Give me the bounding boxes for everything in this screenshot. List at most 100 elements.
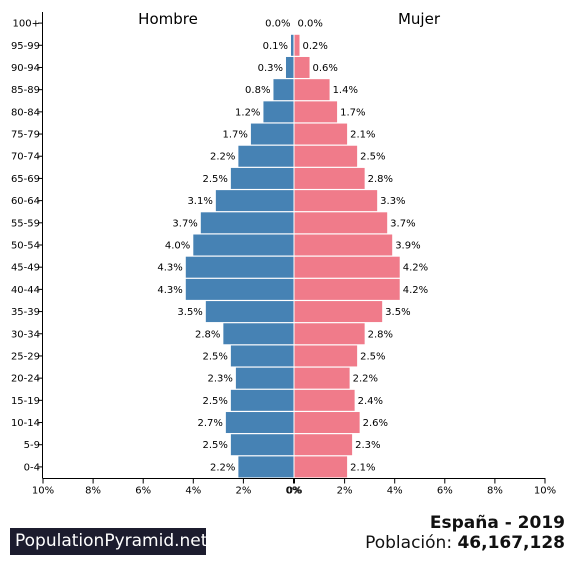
male-bar <box>230 434 294 456</box>
age-label: 75-79 <box>11 130 40 141</box>
female-bar <box>294 212 388 234</box>
male-value-label: 4.3% <box>157 285 182 296</box>
male-bar <box>285 56 294 78</box>
female-value-label: 2.5% <box>360 351 385 362</box>
female-value-label: 2.1% <box>350 462 375 473</box>
female-bar <box>294 56 310 78</box>
male-bar <box>238 145 294 167</box>
male-value-label: 2.5% <box>202 440 227 451</box>
male-value-label: 3.5% <box>177 307 202 318</box>
age-label: 25-29 <box>11 351 40 362</box>
male-value-label: 3.1% <box>187 196 212 207</box>
x-tick-label-right: 0% <box>287 486 303 497</box>
male-value-label: 4.0% <box>165 241 190 252</box>
female-value-label: 2.2% <box>353 374 378 385</box>
male-bar <box>230 389 294 411</box>
male-value-label: 1.2% <box>235 107 260 118</box>
age-label: 85-89 <box>11 85 40 96</box>
female-bar <box>294 367 350 389</box>
x-tick-label-right: 2% <box>337 486 353 497</box>
female-value-label: 2.8% <box>368 174 393 185</box>
male-value-label: 0.0% <box>265 19 290 30</box>
age-label: 20-24 <box>11 374 40 385</box>
age-label: 60-64 <box>11 196 40 207</box>
male-value-label: 2.5% <box>202 174 227 185</box>
female-value-label: 0.6% <box>313 63 338 74</box>
x-tick-label-right: 8% <box>487 486 503 497</box>
chart-title: España - 2019 <box>429 513 565 533</box>
female-bar <box>294 389 355 411</box>
female-value-label: 2.5% <box>360 152 385 163</box>
male-value-label: 2.3% <box>207 374 232 385</box>
male-bar <box>230 167 294 189</box>
x-tick-label-left: 0% <box>286 486 302 497</box>
age-label: 100+ <box>13 19 40 30</box>
female-bar <box>294 412 360 434</box>
x-tick-label-left: 10% <box>32 486 54 497</box>
female-value-label: 4.2% <box>403 285 428 296</box>
female-value-label: 3.5% <box>385 307 410 318</box>
female-bar <box>294 234 393 256</box>
age-label: 45-49 <box>11 263 40 274</box>
x-tick-label-left: 8% <box>85 486 101 497</box>
male-value-label: 4.3% <box>157 263 182 274</box>
female-value-label: 3.9% <box>395 241 420 252</box>
male-bar <box>205 301 294 323</box>
male-bar <box>200 212 294 234</box>
male-value-label: 0.8% <box>245 85 270 96</box>
age-label: 65-69 <box>11 174 40 185</box>
female-value-label: 2.8% <box>368 329 393 340</box>
age-label: 30-34 <box>11 329 40 340</box>
x-tick-label-left: 2% <box>235 486 251 497</box>
age-label: 35-39 <box>11 307 40 318</box>
female-value-label: 3.3% <box>380 196 405 207</box>
male-value-label: 2.5% <box>202 396 227 407</box>
female-value-label: 3.7% <box>390 218 415 229</box>
age-label: 95-99 <box>11 41 40 52</box>
population-total: Población: 46,167,128 <box>365 533 565 553</box>
age-label: 55-59 <box>11 218 40 229</box>
male-value-label: 1.7% <box>223 130 248 141</box>
population-label: Población: <box>365 533 453 553</box>
age-label: 80-84 <box>11 107 40 118</box>
female-value-label: 0.0% <box>298 19 323 30</box>
age-label: 90-94 <box>11 63 40 74</box>
female-bar <box>294 278 400 300</box>
female-value-label: 1.4% <box>333 85 358 96</box>
age-label: 0-4 <box>24 462 40 473</box>
female-bar <box>294 123 348 145</box>
male-bar <box>185 278 294 300</box>
male-bar <box>273 79 294 101</box>
male-value-label: 2.8% <box>195 329 220 340</box>
female-bar <box>294 34 300 56</box>
female-value-label: 2.3% <box>355 440 380 451</box>
female-bar <box>294 101 338 123</box>
population-pyramid-chart: 0-4 2.2% 2.1% 5-9 2.5% 2.3% 10-14 2.7% 2.6% 15-19… <box>11 10 556 497</box>
female-series-name: Mujer <box>398 10 441 28</box>
female-bar <box>294 301 383 323</box>
population-value: 46,167,128 <box>457 533 565 553</box>
female-value-label: 2.4% <box>358 396 383 407</box>
male-value-label: 2.5% <box>202 351 227 362</box>
male-value-label: 0.3% <box>258 63 283 74</box>
male-bar <box>193 234 294 256</box>
age-label: 50-54 <box>11 241 40 252</box>
female-value-label: 4.2% <box>403 263 428 274</box>
x-tick-label-right: 4% <box>387 486 403 497</box>
age-label: 5-9 <box>24 440 40 451</box>
male-value-label: 2.2% <box>210 462 235 473</box>
female-bar <box>294 190 378 212</box>
female-value-label: 0.2% <box>303 41 328 52</box>
female-bar <box>294 256 400 278</box>
age-label: 40-44 <box>11 285 40 296</box>
male-bar <box>230 345 294 367</box>
female-bar <box>294 456 348 478</box>
x-tick-label-left: 6% <box>135 486 151 497</box>
male-bar <box>235 367 294 389</box>
male-bar <box>223 323 294 345</box>
x-tick-label-right: 6% <box>437 486 453 497</box>
male-bar <box>238 456 294 478</box>
brand-logo[interactable]: PopulationPyramid.net <box>10 528 207 555</box>
female-bar <box>294 345 358 367</box>
male-value-label: 3.7% <box>172 218 197 229</box>
